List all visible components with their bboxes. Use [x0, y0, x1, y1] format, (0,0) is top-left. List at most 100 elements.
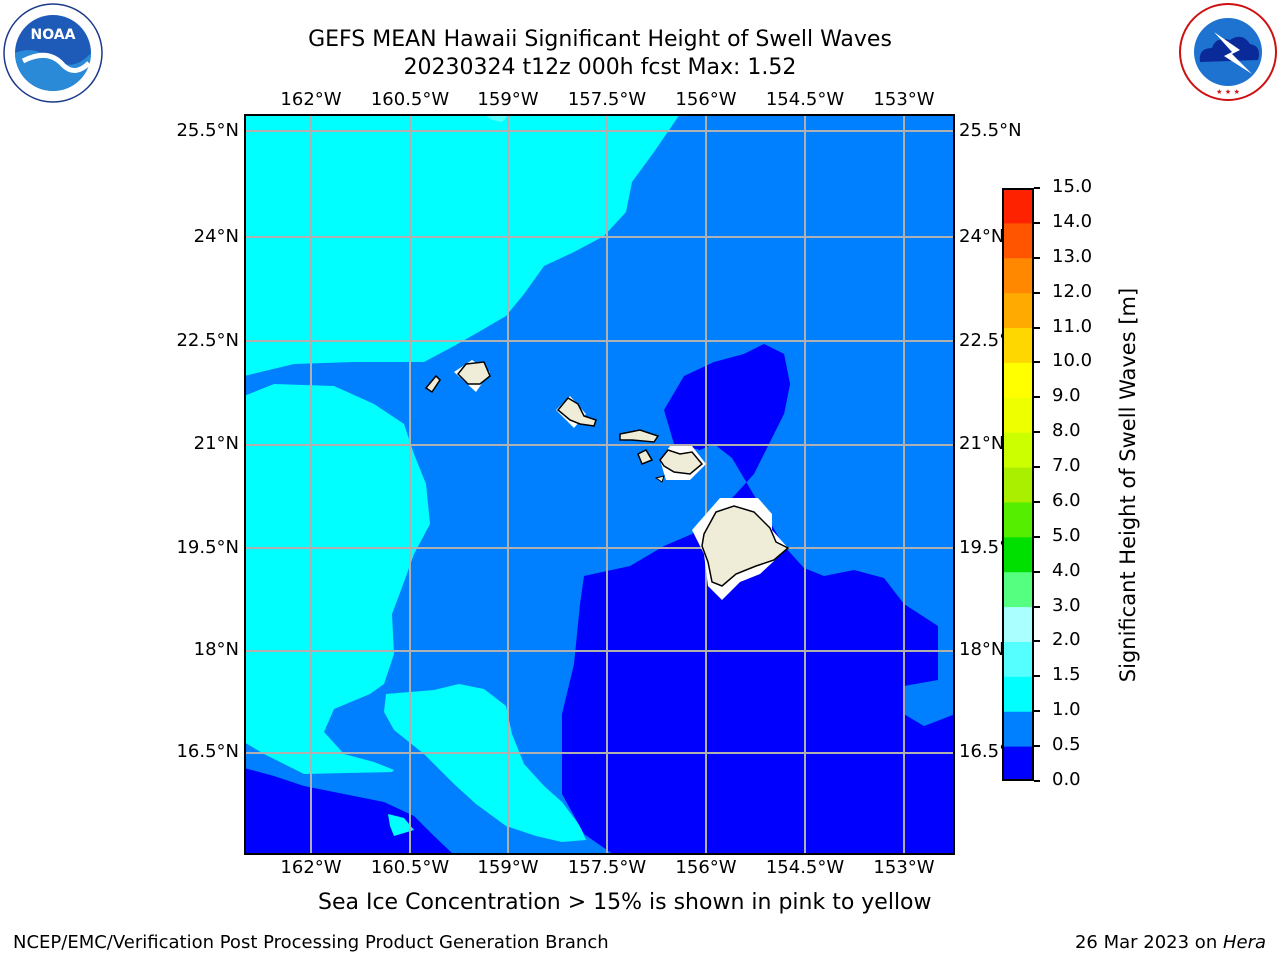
machine-name: Hera: [1222, 932, 1266, 953]
colorbar-segment: [1002, 362, 1034, 398]
lat-label-left: 21°N: [193, 433, 239, 454]
lat-label-left: 25.5°N: [176, 120, 239, 141]
swell-band-0-0.5: [562, 344, 955, 855]
colorbar-tick-mark: [1034, 326, 1040, 329]
colorbar-tick-mark: [1034, 780, 1040, 782]
colorbar-tick-label: 2.0: [1052, 629, 1081, 651]
swell-band-1.0-1.5: [244, 384, 430, 774]
island-hawaii: [701, 505, 790, 587]
swell-band-1.0-1.5: [384, 684, 586, 842]
map-frame: [244, 114, 955, 855]
colorbar-tick-mark: [1034, 605, 1040, 608]
colorbar-tick-label: 12.0: [1052, 280, 1093, 302]
colorbar-tick-mark: [1034, 187, 1040, 189]
colorbar-tick-label: 9.0: [1052, 385, 1081, 407]
swell-height-map: [244, 114, 955, 855]
island-lanai: [637, 449, 654, 465]
svg-text:★ ★ ★: ★ ★ ★: [1216, 88, 1240, 96]
colorbar-tick-label: 5.0: [1052, 524, 1081, 546]
colorbar-tick-label: 10.0: [1052, 350, 1093, 372]
colorbar-segment: [1002, 571, 1034, 608]
colorbar-tick-mark: [1034, 535, 1040, 538]
lon-label-bottom: 160.5°W: [370, 857, 450, 878]
colorbar-tick-label: 15.0: [1052, 176, 1093, 197]
lon-label-top: 156°W: [675, 89, 737, 110]
lat-label-left: 18°N: [193, 639, 239, 660]
lat-label-left: 24°N: [193, 226, 239, 247]
colorbar-tick-mark: [1034, 256, 1040, 259]
map-gridlines: [244, 114, 955, 855]
lat-label-right: 18°N: [959, 639, 1005, 660]
colorbar-tick-mark: [1034, 675, 1040, 678]
lat-label-left: 16.5°N: [176, 741, 239, 762]
colorbar-segment: [1002, 746, 1034, 782]
credit-text: NCEP/EMC/Verification Post Processing Pr…: [13, 932, 609, 953]
colorbar-segment: [1002, 222, 1034, 259]
lon-label-top: 153°W: [873, 89, 935, 110]
colorbar-tick-mark: [1034, 396, 1040, 399]
colorbar-tick-label: 8.0: [1052, 420, 1081, 442]
lon-label-top: 162°W: [280, 89, 342, 110]
colorbar-segment: [1002, 257, 1034, 294]
island-molokai: [619, 429, 660, 443]
colorbar: [1002, 188, 1034, 782]
colorbar-tick-mark: [1034, 361, 1040, 364]
lon-label-bottom: 154.5°W: [765, 857, 845, 878]
colorbar-tick-label: 1.5: [1052, 664, 1081, 686]
island-niihau: [424, 374, 441, 394]
map-subtitle: 20230324 t12z 000h fcst Max: 1.52: [403, 55, 797, 80]
colorbar-tick-mark: [1034, 710, 1040, 713]
colorbar-segment: [1002, 188, 1034, 224]
colorbar-ticks: 0.0 0.5 1.0 1.5 2.0 3.0 4.0 5.0 6.0 7.0 8.0 9.0 10.0…: [1034, 0, 1100, 960]
colorbar-segment: [1002, 536, 1034, 573]
colorbar-segment: [1002, 467, 1034, 503]
colorbar-tick-mark: [1034, 745, 1040, 748]
swell-band-1.0-1.5: [244, 114, 680, 376]
lon-label-top: 157.5°W: [567, 89, 647, 110]
colorbar-tick-label: 0.5: [1052, 734, 1081, 756]
colorbar-tick-label: 11.0: [1052, 315, 1093, 337]
colorbar-tick-mark: [1034, 291, 1040, 294]
colorbar-tick-label: 13.0: [1052, 245, 1093, 267]
lon-label-top: 154.5°W: [765, 89, 845, 110]
hawaiian-islands: [424, 360, 790, 600]
noaa-logo: NOAA: [3, 3, 103, 103]
lat-label-right: 21°N: [959, 433, 1005, 454]
island-maui: [659, 449, 704, 475]
colorbar-tick-label: 0.0: [1052, 769, 1081, 790]
sea-ice-note: Sea Ice Concentration > 15% is shown in …: [318, 890, 932, 915]
colorbar-segment: [1002, 501, 1034, 538]
colorbar-tick-mark: [1034, 640, 1040, 643]
lon-label-bottom: 156°W: [675, 857, 737, 878]
colorbar-tick-label: 4.0: [1052, 559, 1081, 581]
lon-label-bottom: 159°W: [477, 857, 539, 878]
colorbar-tick-label: 14.0: [1052, 210, 1093, 232]
colorbar-tick-mark: [1034, 570, 1040, 573]
colorbar-tick-label: 6.0: [1052, 489, 1081, 511]
colorbar-segment: [1002, 327, 1034, 363]
lon-label-top: 160.5°W: [370, 89, 450, 110]
date-label: 26 Mar 2023 on: [1074, 932, 1223, 953]
colorbar-segment: [1002, 606, 1034, 642]
lon-label-bottom: 162°W: [280, 857, 342, 878]
lat-label-left: 22.5°N: [176, 330, 239, 351]
colorbar-segment: [1002, 641, 1034, 677]
colorbar-tick-mark: [1034, 221, 1040, 224]
island-kauai: [456, 361, 491, 385]
colorbar-segment: [1002, 432, 1034, 468]
colorbar-segment: [1002, 676, 1034, 712]
colorbar-label: Significant Height of Swell Waves [m]: [1116, 287, 1140, 683]
colorbar-tick-mark: [1034, 500, 1040, 503]
colorbar-tick-mark: [1034, 466, 1040, 469]
colorbar-segment: [1002, 397, 1034, 433]
lat-label-left: 19.5°N: [176, 537, 239, 558]
colorbar-tick-label: 7.0: [1052, 455, 1081, 477]
nws-logo: ★ ★ ★: [1178, 2, 1278, 102]
island-oahu: [556, 397, 597, 427]
colorbar-segment: [1002, 292, 1034, 329]
colorbar-tick-mark: [1034, 431, 1040, 434]
lat-label-right: 25.5°N: [959, 120, 1022, 141]
lon-label-bottom: 157.5°W: [567, 857, 647, 878]
colorbar-frame: [1002, 188, 1034, 781]
colorbar-tick-label: 1.0: [1052, 699, 1081, 721]
